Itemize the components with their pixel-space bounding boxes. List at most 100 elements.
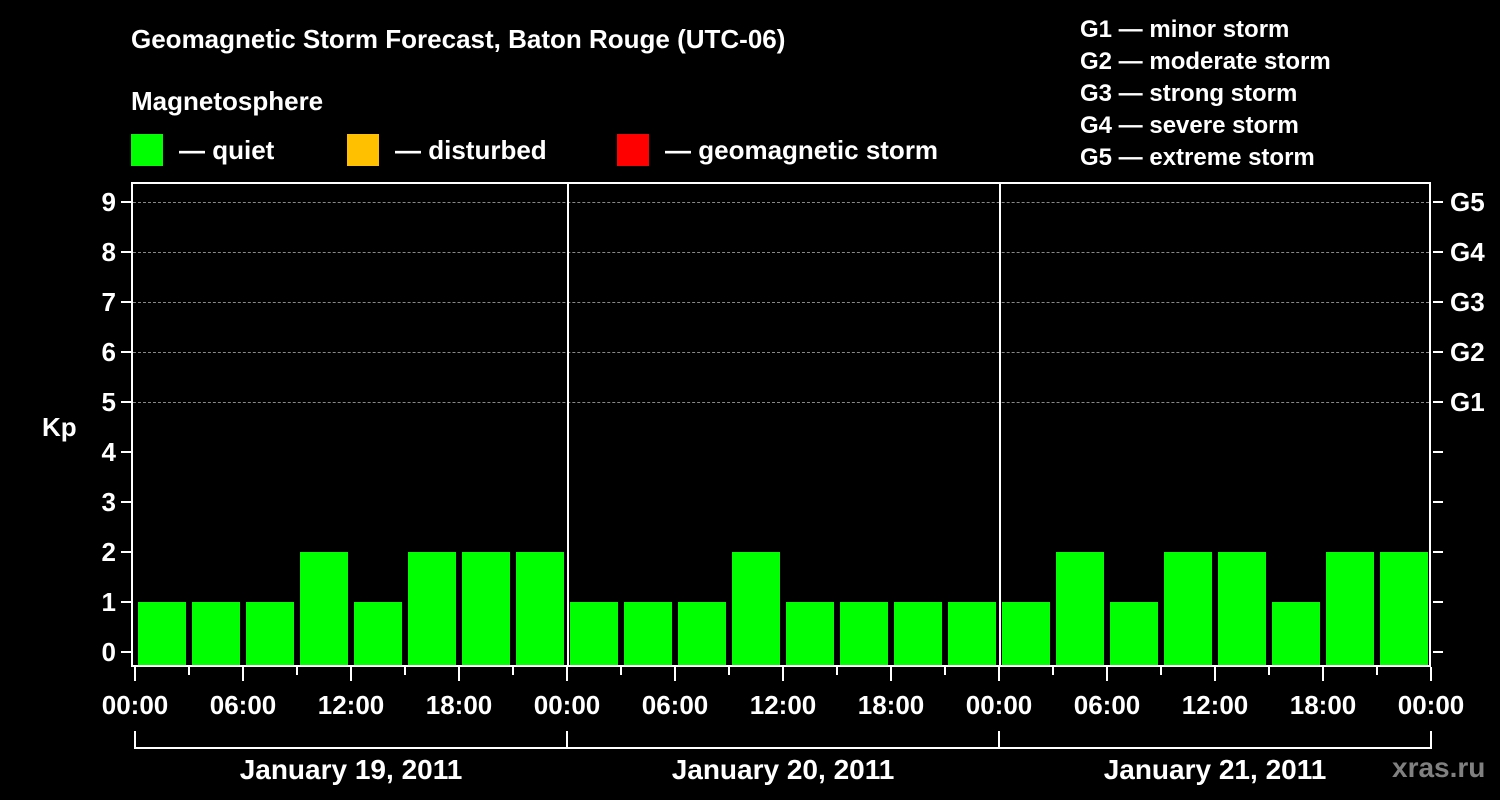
y-axis-label: Kp — [42, 412, 77, 442]
y-tick — [121, 651, 131, 653]
g-scale-item: G1 — minor storm — [1080, 16, 1290, 43]
x-tick — [1214, 667, 1216, 681]
gridline — [133, 402, 1429, 403]
chart-title: Geomagnetic Storm Forecast, Baton Rouge … — [131, 24, 786, 54]
kp-bar — [1164, 552, 1212, 665]
kp-bar — [624, 602, 672, 665]
x-tick-label: 18:00 — [425, 690, 493, 720]
day-bracket — [135, 747, 1431, 749]
day-label: January 19, 2011 — [239, 754, 463, 785]
g-level-label: G5 — [1450, 187, 1485, 217]
kp-bar — [1056, 552, 1104, 665]
gridline — [133, 352, 1429, 353]
kp-bar — [1380, 552, 1428, 665]
y-tick — [121, 601, 131, 603]
x-tick-label: 12:00 — [317, 690, 385, 720]
y-tick — [121, 201, 131, 203]
day-bracket-tick — [566, 731, 568, 749]
x-tick — [188, 667, 190, 675]
legend-item-disturbed: — disturbed — [347, 134, 547, 166]
legend-item-storm: — geomagnetic storm — [617, 134, 938, 166]
g-level-label: G2 — [1450, 337, 1485, 367]
x-tick-label: 18:00 — [857, 690, 925, 720]
gridline — [133, 252, 1429, 253]
g-scale-item: G2 — moderate storm — [1080, 48, 1331, 75]
x-tick — [566, 667, 568, 681]
y-tick-right — [1433, 251, 1443, 253]
g-scale-item: G4 — severe storm — [1080, 112, 1299, 139]
x-tick-label: 06:00 — [1073, 690, 1141, 720]
legend-swatch-disturbed — [347, 134, 379, 166]
day-label: January 20, 2011 — [671, 754, 895, 785]
day-bracket-tick — [1430, 731, 1432, 749]
kp-bar — [678, 602, 726, 665]
x-tick — [1160, 667, 1162, 675]
kp-bar — [732, 552, 780, 665]
x-tick — [296, 667, 298, 675]
plot-area — [131, 182, 1431, 667]
legend-swatch-storm — [617, 134, 649, 166]
gridline — [133, 202, 1429, 203]
kp-bar — [840, 602, 888, 665]
y-tick-label: 8 — [101, 237, 116, 267]
y-tick-label: 2 — [101, 537, 116, 567]
y-tick-right — [1433, 401, 1443, 403]
x-tick — [1322, 667, 1324, 681]
x-tick — [242, 667, 244, 681]
y-tick-label: 0 — [101, 637, 116, 667]
day-label: January 21, 2011 — [1103, 754, 1327, 785]
day-bracket-tick — [134, 731, 136, 749]
kp-bar — [1218, 552, 1266, 665]
y-tick-right — [1433, 451, 1443, 453]
chart-subtitle: Magnetosphere — [131, 86, 324, 116]
x-tick-label: 12:00 — [749, 690, 817, 720]
kp-bar — [894, 602, 942, 665]
kp-bar — [516, 552, 564, 665]
y-tick — [121, 251, 131, 253]
day-divider — [999, 184, 1001, 665]
y-tick — [121, 301, 131, 303]
y-tick-right — [1433, 351, 1443, 353]
legend-item-quiet: — quiet — [131, 134, 274, 166]
x-tick — [944, 667, 946, 675]
kp-bar — [408, 552, 456, 665]
y-tick-right — [1433, 601, 1443, 603]
y-tick-right — [1433, 551, 1443, 553]
y-tick-label: 7 — [101, 287, 116, 317]
x-tick — [1430, 667, 1432, 681]
legend-label: — geomagnetic storm — [665, 134, 939, 165]
y-tick-right — [1433, 201, 1443, 203]
kp-bar — [1272, 602, 1320, 665]
kp-bar — [462, 552, 510, 665]
g-level-label: G4 — [1450, 237, 1485, 267]
y-tick-label: 3 — [101, 487, 116, 517]
y-tick — [121, 501, 131, 503]
y-tick-label: 4 — [101, 437, 116, 467]
x-tick — [1268, 667, 1270, 675]
x-tick-label: 06:00 — [209, 690, 277, 720]
y-tick-right — [1433, 651, 1443, 653]
legend-swatch-quiet — [131, 134, 163, 166]
g-scale-item: G5 — extreme storm — [1080, 144, 1315, 171]
kp-bar — [300, 552, 348, 665]
x-tick — [458, 667, 460, 681]
g-level-label: G1 — [1450, 387, 1485, 417]
x-tick — [782, 667, 784, 681]
gridline — [133, 302, 1429, 303]
x-tick-label: 00:00 — [965, 690, 1033, 720]
x-tick — [620, 667, 622, 675]
y-tick — [121, 551, 131, 553]
x-tick-label: 06:00 — [641, 690, 709, 720]
kp-bar — [138, 602, 186, 665]
y-tick-label: 1 — [101, 587, 116, 617]
x-tick — [674, 667, 676, 681]
kp-bar — [246, 602, 294, 665]
y-tick — [121, 451, 131, 453]
day-divider — [567, 184, 569, 665]
kp-bar — [570, 602, 618, 665]
x-tick — [1052, 667, 1054, 675]
kp-bar — [948, 602, 996, 665]
y-tick-right — [1433, 501, 1443, 503]
g-scale-legend: G1 — minor storm G2 — moderate storm G3 … — [1080, 14, 1331, 174]
y-tick-right — [1433, 301, 1443, 303]
